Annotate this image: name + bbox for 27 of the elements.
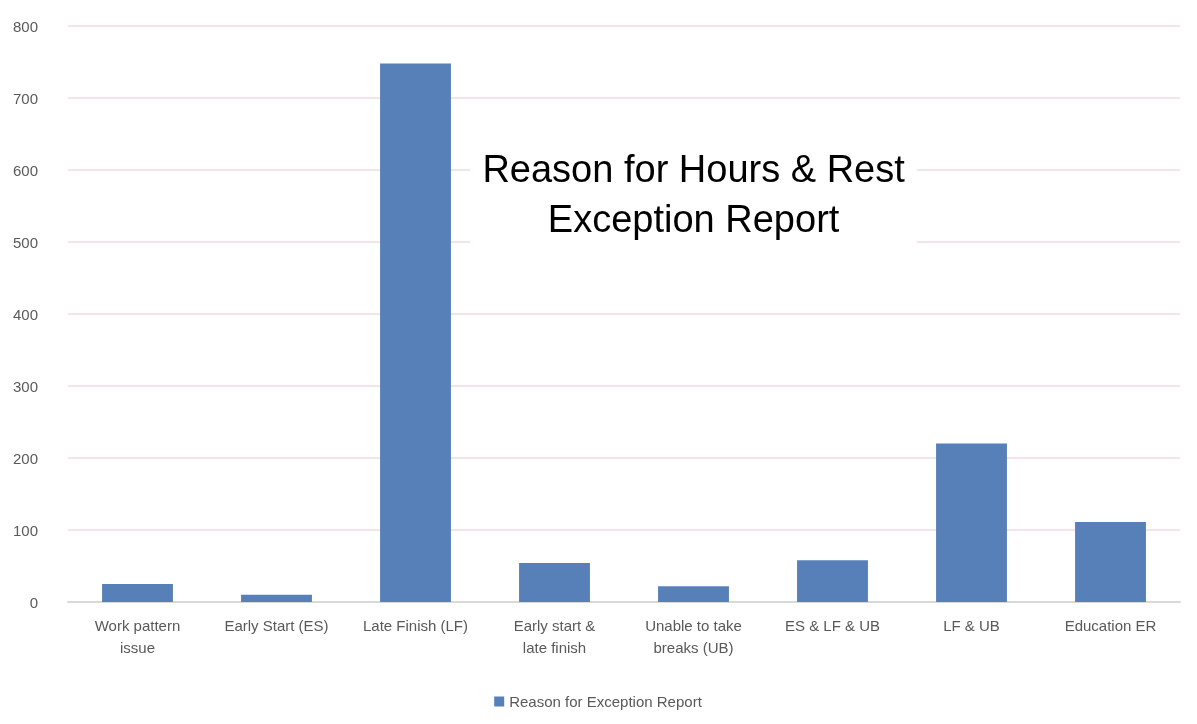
bar [241,594,312,602]
x-tick-label: Early Start (ES) [224,616,329,634]
bar [519,563,590,602]
y-tick-label: 800 [12,17,38,35]
y-tick-label: 400 [12,305,38,323]
y-tick-label: 500 [12,233,38,251]
x-tick-label: Unable to take breaks (UB) [645,616,742,656]
y-tick-label: 300 [12,377,38,395]
y-tick-label: 600 [12,161,38,179]
y-tick-label: 700 [12,89,38,107]
x-tick-label: ES & LF & UB [784,616,881,634]
bar [797,560,868,602]
legend-label: Reason for Exception Report [509,693,703,710]
x-tick-label: Early start & late finish [513,616,596,656]
y-tick-label: 100 [12,521,38,539]
text: Reason for Hours & Rest Exception Report [482,148,906,240]
x-tick-label: LF & UB [943,616,1000,634]
bar [380,63,451,602]
bar [658,586,729,602]
bar [102,584,173,602]
x-tick-label: Education ER [1064,616,1157,634]
y-tick-label: 0 [29,593,38,611]
x-tick-label: Work pattern issue [94,616,181,656]
bar [936,443,1007,602]
y-tick-label: 200 [12,449,38,467]
bar [1075,522,1146,602]
x-tick-label: Late Finish (LF) [362,616,469,634]
